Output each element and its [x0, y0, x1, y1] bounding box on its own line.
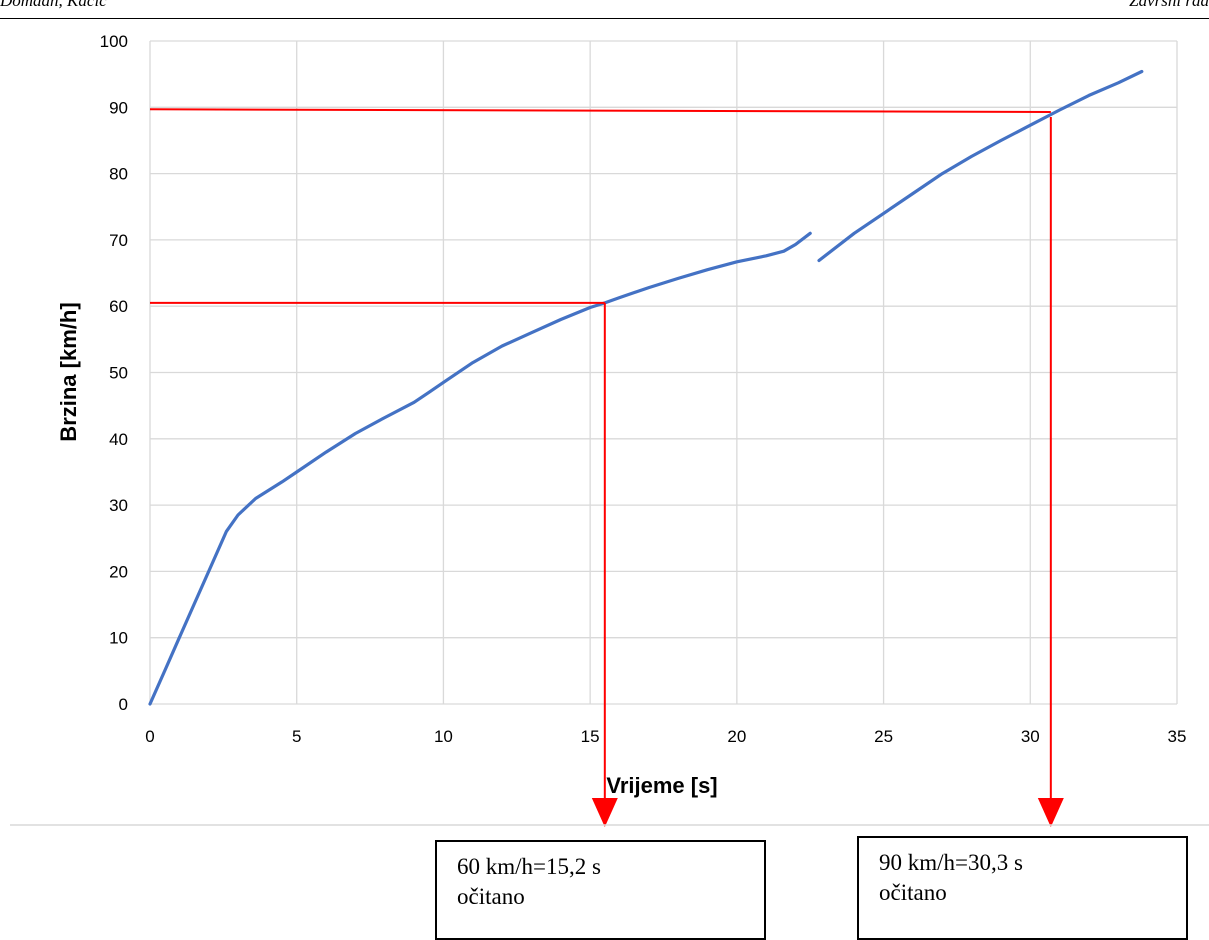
y-tick-label-0: 0: [119, 695, 128, 714]
y-tick-label-100: 100: [100, 32, 128, 51]
x-tick-label-0: 0: [145, 727, 154, 746]
ref-line-90-horizontal: [149, 108, 1051, 113]
x-tick-label-35: 35: [1168, 727, 1187, 746]
y-tick-label-40: 40: [109, 430, 128, 449]
y-tick-label-70: 70: [109, 231, 128, 250]
series-line-segment-2: [817, 69, 1144, 263]
header-left: Domđan, Kačić: [0, 0, 107, 10]
y-tick-label-10: 10: [109, 629, 128, 648]
reference-lines: [149, 108, 1064, 827]
x-tick-label-30: 30: [1021, 727, 1040, 746]
chart-grid: [149, 40, 1178, 705]
annotation-box-90: 90 km/h=30,3 s očitano: [857, 836, 1188, 940]
page-header: Domđan, Kačić Zavrsni rad: [0, 0, 1209, 19]
x-tick-label-5: 5: [292, 727, 301, 746]
tick-labels: 0 10 20 30 40 50 60 70 80 90 100 0 5 10 15 20 25 30 35: [100, 32, 1187, 746]
annotation-90-line2: očitano: [879, 880, 947, 905]
header-right: Zavrsni rad: [1129, 0, 1209, 10]
series-line-segment-1: [148, 231, 812, 706]
y-axis-label: Brzina [km/h]: [56, 302, 81, 441]
series-lines: [148, 69, 1144, 706]
y-tick-label-60: 60: [109, 297, 128, 316]
ref-arrow-60: [591, 798, 618, 827]
y-tick-label-20: 20: [109, 562, 128, 581]
annotation-90-line1: 90 km/h=30,3 s: [879, 850, 1023, 875]
annotation-60-line2: očitano: [457, 884, 525, 909]
y-tick-label-50: 50: [109, 364, 128, 383]
y-tick-label-30: 30: [109, 496, 128, 515]
annotation-60-line1: 60 km/h=15,2 s: [457, 854, 601, 879]
ref-arrow-90: [1037, 798, 1064, 827]
x-axis-label: Vrijeme [s]: [606, 773, 717, 798]
y-tick-label-80: 80: [109, 165, 128, 184]
annotation-box-60: 60 km/h=15,2 s očitano: [435, 840, 766, 940]
x-tick-label-15: 15: [581, 727, 600, 746]
y-tick-label-90: 90: [109, 98, 128, 117]
x-tick-label-20: 20: [727, 727, 746, 746]
x-tick-label-25: 25: [874, 727, 893, 746]
x-tick-label-10: 10: [434, 727, 453, 746]
